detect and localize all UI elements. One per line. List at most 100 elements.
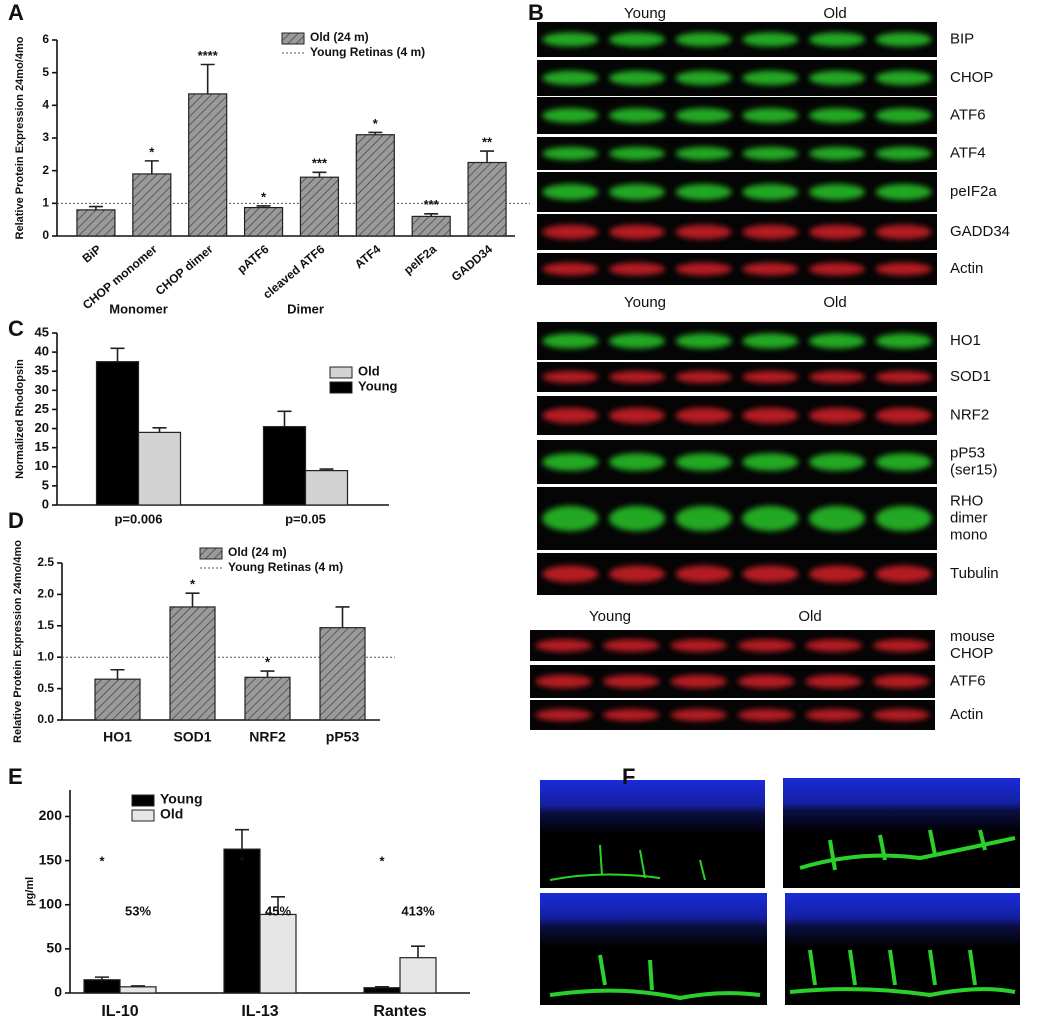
blot-band: [675, 453, 732, 471]
significance-label: *: [99, 853, 105, 868]
blot-band: [875, 505, 932, 532]
group-label: Young: [589, 608, 631, 625]
bar: [95, 361, 140, 506]
significance-label: *: [149, 144, 155, 159]
blot-band: [675, 146, 732, 161]
y-tick-label: 1: [42, 196, 49, 210]
blot-label: NRF2: [950, 406, 989, 423]
blot-band: [875, 262, 932, 276]
blot-band: [875, 333, 932, 349]
blot-band: [535, 674, 593, 689]
blot-strip: [530, 630, 935, 661]
blot-label: mouse: [950, 628, 995, 645]
bar: [304, 470, 349, 506]
image-nuclei: [785, 893, 1020, 948]
blot-band: [737, 639, 795, 652]
panel-label: E: [8, 764, 23, 789]
legend-label: Old (24 m): [310, 30, 369, 44]
blot-band: [809, 224, 865, 240]
y-tick-label: 10: [35, 458, 49, 473]
blot-strip: [537, 60, 937, 96]
blot-band: [675, 371, 732, 383]
blot-band: [742, 108, 799, 123]
blot-band: [609, 333, 665, 349]
blot-band: [670, 709, 728, 721]
error-bar: [368, 131, 383, 135]
error-bar: [200, 63, 215, 94]
blot-strip: [530, 665, 935, 698]
blot-band: [742, 70, 799, 86]
blot-band: [742, 32, 799, 47]
y-tick-label: 50: [46, 940, 62, 956]
y-tick-label: 150: [39, 851, 63, 867]
blot-band: [872, 674, 930, 689]
blot-band: [875, 407, 932, 424]
legend-swatch: [329, 366, 353, 379]
blot-label: HO1: [950, 332, 981, 349]
image-nuclei: [540, 893, 767, 948]
blot-band: [809, 108, 865, 123]
blot-band: [542, 371, 599, 383]
blot-band: [875, 371, 932, 383]
blot-band: [609, 505, 665, 532]
y-tick-label: 5: [42, 477, 49, 492]
blot-band: [805, 674, 863, 689]
x-tick-label: HO1: [103, 729, 132, 745]
blot-strip: [537, 322, 937, 360]
bar: [259, 913, 297, 994]
blot-label: CHOP: [950, 69, 993, 86]
error-bar: [110, 347, 125, 362]
y-tick-label: 20: [35, 420, 49, 435]
blot-band: [542, 70, 599, 86]
significance-label: *: [373, 116, 379, 131]
y-tick-label: 0.0: [37, 712, 54, 726]
p-value-label: p=0.006: [114, 511, 162, 526]
y-tick-label: 3: [42, 130, 49, 144]
group-label: Old: [823, 294, 846, 311]
significance-label: *: [239, 853, 245, 868]
y-tick-label: 0: [54, 984, 62, 1000]
blot-band: [875, 146, 932, 161]
blot-band: [535, 709, 593, 721]
y-tick-label: 200: [39, 807, 63, 823]
bar: [223, 848, 261, 994]
panel-f-images: [540, 778, 1020, 1005]
blot-strip: [537, 487, 937, 550]
panel-label: B: [528, 0, 544, 25]
blot-band: [609, 184, 665, 200]
blot-label: SOD1: [950, 368, 991, 385]
significance-label: *: [190, 577, 196, 592]
blot-strip: [537, 137, 937, 170]
blot-band: [872, 639, 930, 652]
blot-strip: [537, 253, 937, 285]
image-vessels: [789, 949, 1016, 998]
blot-band: [542, 407, 599, 424]
bar: [363, 987, 401, 994]
blot-band: [542, 108, 599, 123]
y-tick-label: 6: [42, 32, 49, 46]
legend-label: Young Retinas (4 m): [228, 560, 343, 574]
blot-band: [542, 146, 599, 161]
image-nuclei: [783, 778, 1020, 833]
y-tick-label: 0: [42, 228, 49, 242]
bar: [119, 986, 157, 994]
y-axis-label: Normalized Rhodopsin: [14, 359, 26, 479]
blot-band: [809, 32, 865, 47]
blot-label: ATF6: [950, 672, 986, 689]
panel-label: D: [8, 508, 24, 533]
y-axis-label: pg/ml: [24, 877, 36, 906]
blot-strip: [537, 362, 937, 392]
blot-band: [809, 407, 865, 424]
blot-band: [809, 505, 865, 532]
significance-label: **: [482, 135, 493, 150]
blot-band: [809, 565, 865, 583]
percent-label: 45%: [265, 903, 291, 918]
bar: [132, 173, 172, 237]
blot-band: [809, 184, 865, 200]
y-tick-label: 45: [35, 324, 49, 339]
bar: [76, 209, 116, 237]
blot-band: [875, 184, 932, 200]
error-bar: [319, 468, 334, 471]
y-tick-label: 5: [42, 65, 49, 79]
